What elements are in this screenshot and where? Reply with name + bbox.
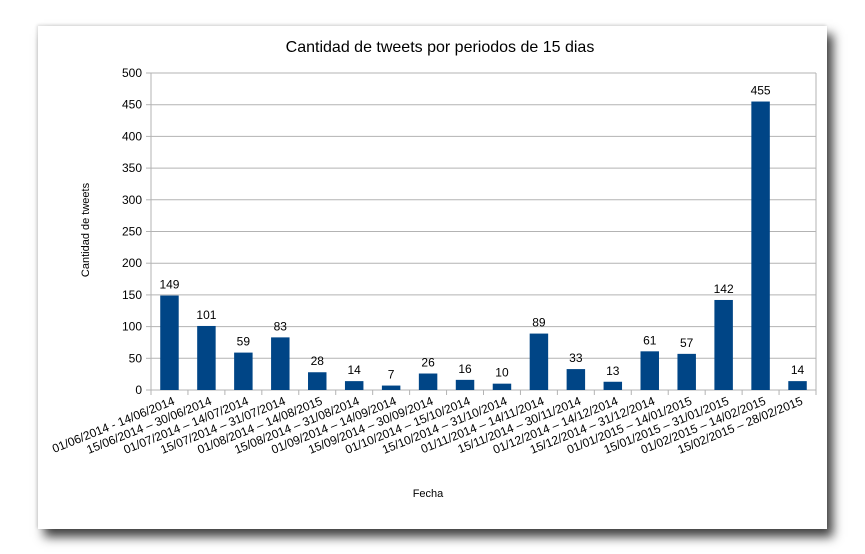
bars [160, 102, 807, 390]
y-tick-label: 250 [122, 225, 142, 239]
data-label: 149 [159, 278, 179, 292]
data-label: 26 [421, 356, 435, 370]
data-label: 61 [643, 333, 657, 347]
y-tick-label: 500 [122, 66, 142, 80]
y-tick-label: 350 [122, 161, 142, 175]
chart-title: Cantidad de tweets por periodos de 15 di… [286, 39, 595, 56]
data-label: 142 [714, 282, 734, 296]
y-tick-label: 200 [122, 256, 142, 270]
data-label: 83 [274, 319, 288, 333]
y-axis-label: Cantidad de tweets [80, 182, 92, 277]
y-tick-label: 50 [129, 351, 143, 365]
bar [308, 372, 326, 390]
x-axis-label: Fecha [413, 488, 444, 500]
bar [493, 384, 511, 390]
data-label: 7 [388, 368, 395, 382]
bar [751, 102, 769, 390]
data-label: 14 [348, 363, 362, 377]
data-labels: 149 101 59 83 28 14 7 26 16 10 89 33 13 61 57 142 455 14 [159, 84, 804, 382]
bar [160, 296, 178, 390]
y-tick-label: 450 [122, 98, 142, 112]
data-label: 13 [606, 364, 620, 378]
y-tick-label: 400 [122, 129, 142, 143]
bar [456, 380, 474, 390]
data-label: 59 [237, 335, 251, 349]
bar [419, 374, 437, 390]
bar [271, 337, 289, 390]
bar [530, 334, 548, 390]
y-tick-label: 0 [135, 383, 142, 397]
bar [382, 386, 400, 390]
bar [604, 382, 622, 390]
y-axis-ticks: 0 50 100 150 200 250 300 350 400 450 500 [122, 66, 142, 397]
y-tick-label: 150 [122, 288, 142, 302]
bar [641, 351, 659, 390]
bar [677, 354, 695, 390]
data-label: 33 [569, 351, 583, 365]
data-label: 28 [311, 354, 325, 368]
bar [567, 369, 585, 390]
data-label: 89 [532, 316, 546, 330]
bar [197, 326, 215, 390]
bar [234, 353, 252, 390]
bar [714, 300, 732, 390]
data-label: 16 [458, 362, 472, 376]
y-tick-label: 300 [122, 193, 142, 207]
data-label: 57 [680, 336, 694, 350]
data-label: 14 [791, 363, 805, 377]
y-tick-label: 100 [122, 320, 142, 334]
data-label: 455 [751, 84, 771, 98]
data-label: 10 [495, 366, 509, 380]
bar [345, 381, 363, 390]
data-label: 101 [196, 308, 216, 322]
bar [788, 381, 806, 390]
